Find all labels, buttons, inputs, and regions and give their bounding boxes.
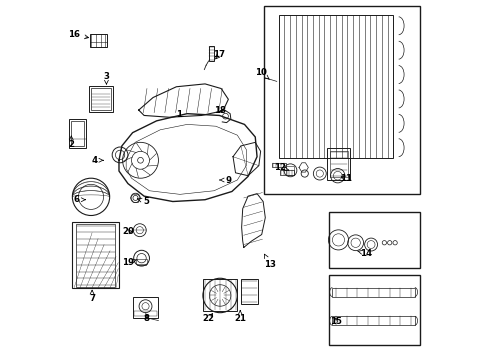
Text: 1: 1: [176, 110, 182, 119]
Bar: [332, 288, 414, 297]
Bar: [286, 166, 294, 175]
Text: 3: 3: [103, 72, 109, 84]
Bar: [326, 148, 349, 180]
Text: 17: 17: [213, 50, 225, 59]
Bar: [71, 121, 83, 146]
Bar: [89, 34, 106, 47]
Bar: [69, 119, 86, 148]
Bar: [271, 163, 285, 167]
Bar: [278, 15, 392, 158]
Text: 2: 2: [68, 136, 74, 149]
Bar: [328, 212, 419, 268]
Text: 14: 14: [357, 249, 372, 258]
Bar: [88, 86, 113, 112]
Bar: [90, 88, 110, 110]
Text: 9: 9: [219, 176, 231, 185]
Text: 13: 13: [263, 254, 275, 269]
Text: 5: 5: [137, 197, 148, 206]
Text: 18: 18: [214, 105, 225, 114]
Bar: [280, 170, 293, 175]
Bar: [134, 311, 156, 316]
Text: 22: 22: [202, 314, 214, 323]
Text: 21: 21: [234, 311, 245, 323]
Text: 11: 11: [339, 174, 351, 183]
Bar: [76, 224, 115, 287]
Text: 7: 7: [89, 290, 95, 303]
Bar: [203, 279, 237, 311]
Text: 6: 6: [74, 195, 85, 204]
Bar: [241, 279, 258, 304]
Bar: [132, 297, 158, 318]
Bar: [208, 46, 213, 61]
Text: 12: 12: [273, 163, 288, 172]
Text: 19: 19: [122, 258, 137, 267]
Bar: [332, 316, 414, 325]
Bar: [72, 222, 119, 288]
Text: 15: 15: [329, 317, 341, 326]
Bar: [264, 6, 419, 194]
Text: 4: 4: [91, 156, 103, 165]
Bar: [136, 259, 147, 264]
Text: 20: 20: [122, 228, 134, 237]
Text: 8: 8: [143, 314, 150, 323]
Text: 10: 10: [254, 68, 269, 80]
Text: 16: 16: [68, 30, 88, 39]
Bar: [328, 275, 419, 345]
Bar: [329, 150, 347, 177]
